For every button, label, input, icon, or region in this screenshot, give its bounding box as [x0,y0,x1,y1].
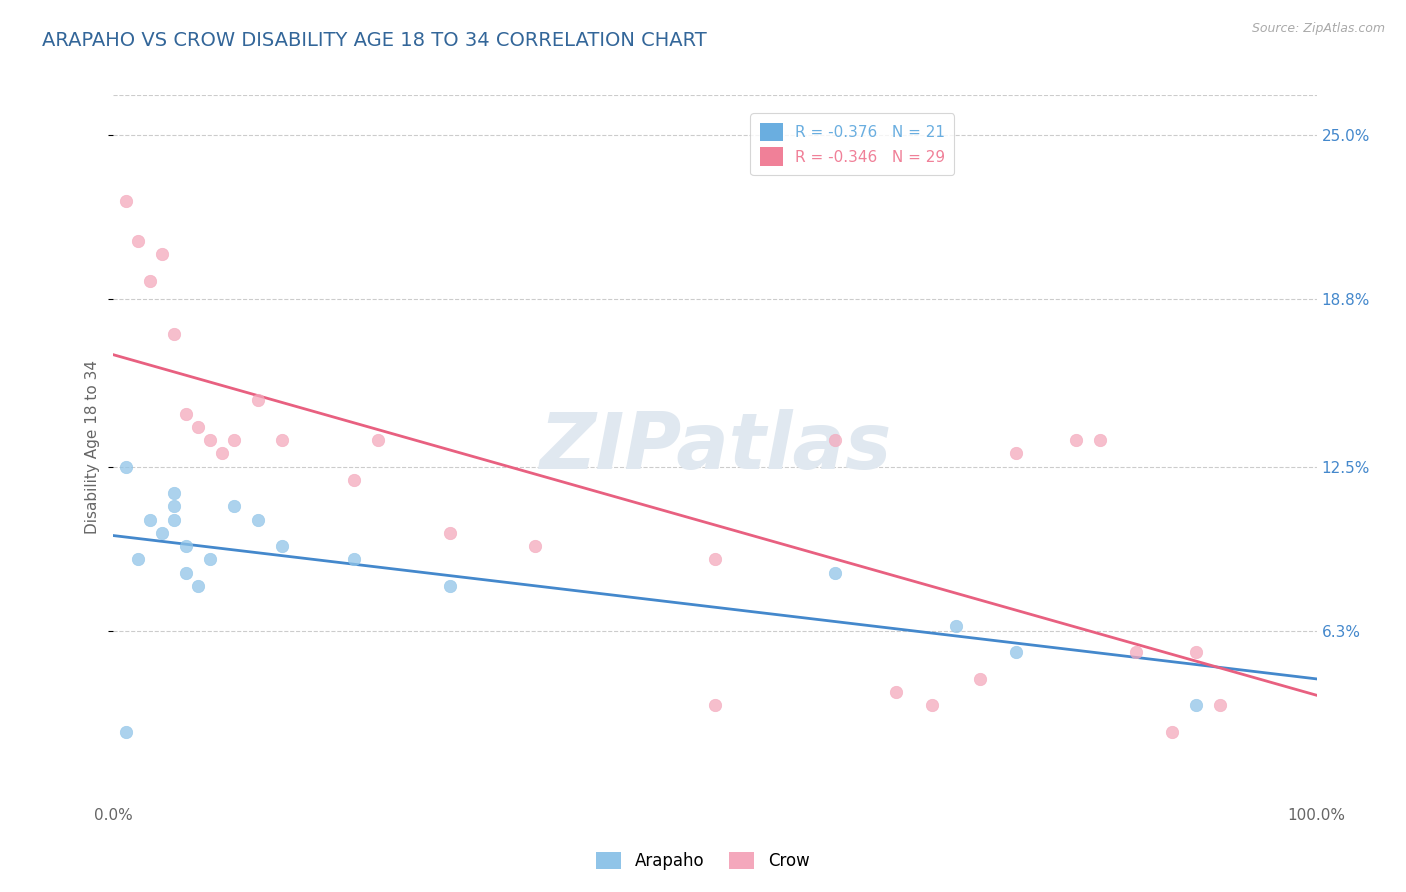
Point [1088,433,1111,447]
Text: ZIPatlas: ZIPatlas [538,409,891,484]
Point [114,459,136,474]
Point [246,393,269,408]
Point [163,326,186,341]
Point [1161,724,1184,739]
Text: Source: ZipAtlas.com: Source: ZipAtlas.com [1251,22,1385,36]
Point [222,433,245,447]
Point [704,698,727,713]
Point [884,685,907,699]
Point [343,552,366,566]
Point [222,500,245,514]
Point [523,539,546,553]
Point [367,433,389,447]
Point [1185,645,1208,659]
Point [198,433,221,447]
Point [246,513,269,527]
Y-axis label: Disability Age 18 to 34: Disability Age 18 to 34 [86,359,100,533]
Point [211,446,233,460]
Point [198,552,221,566]
Legend: Arapaho, Crow: Arapaho, Crow [589,845,817,877]
Point [163,486,186,500]
Point [271,539,294,553]
Point [969,672,991,686]
Point [1064,433,1087,447]
Point [138,513,160,527]
Point [150,247,173,261]
Point [187,579,209,593]
Point [114,724,136,739]
Point [127,552,149,566]
Point [1209,698,1232,713]
Point [1185,698,1208,713]
Point [163,513,186,527]
Legend: R = -0.376   N = 21, R = -0.346   N = 29: R = -0.376 N = 21, R = -0.346 N = 29 [751,113,955,175]
Point [174,566,197,580]
Point [1005,446,1028,460]
Point [163,500,186,514]
Point [127,234,149,248]
Point [114,194,136,209]
Point [1005,645,1028,659]
Point [921,698,943,713]
Point [824,433,846,447]
Point [1125,645,1147,659]
Point [343,473,366,487]
Point [439,525,461,540]
Point [824,566,846,580]
Point [187,419,209,434]
Point [271,433,294,447]
Point [439,579,461,593]
Point [174,539,197,553]
Point [704,552,727,566]
Text: ARAPAHO VS CROW DISABILITY AGE 18 TO 34 CORRELATION CHART: ARAPAHO VS CROW DISABILITY AGE 18 TO 34 … [42,31,707,50]
Point [138,274,160,288]
Point [174,407,197,421]
Point [150,525,173,540]
Point [945,618,967,632]
